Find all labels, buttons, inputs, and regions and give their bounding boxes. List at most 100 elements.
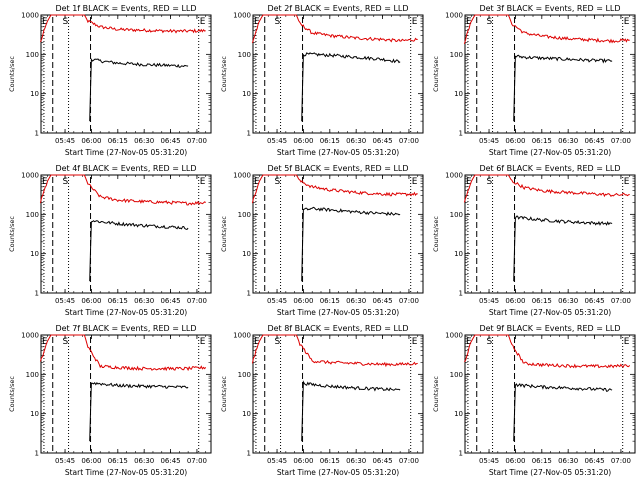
plot-frame: [464, 14, 636, 134]
events-series-line: [301, 206, 401, 282]
x-tick-label: 05:45: [479, 137, 499, 145]
panel-det-2: Det 2f BLACK = Events, RED = LLD Counts/s…: [220, 4, 424, 157]
events-series-line: [89, 58, 189, 122]
y-tick-label: 1000: [21, 12, 39, 20]
marker-S: S: [63, 177, 69, 187]
x-tick-label: 06:15: [532, 297, 552, 305]
x-tick-label: 06:30: [134, 137, 154, 145]
x-tick-label: 06:30: [558, 457, 578, 465]
events-series-line: [513, 383, 613, 442]
panel-det-6: Det 6f BLACK = Events, RED = LLD Counts/s…: [432, 164, 636, 317]
panel-title: Det 9f BLACK = Events, RED = LLD: [479, 324, 620, 333]
y-tick-label: 10: [30, 410, 39, 418]
x-tick-label: 07:00: [187, 137, 207, 145]
x-tick-label: 05:45: [55, 137, 75, 145]
panel-title: Det 5f BLACK = Events, RED = LLD: [267, 164, 408, 173]
y-tick-label: 1000: [233, 172, 251, 180]
y-axis-label: Counts/sec: [8, 216, 16, 252]
marker-E-end: E: [624, 337, 630, 347]
x-tick-label: 06:45: [372, 137, 392, 145]
plot-frame: [40, 14, 212, 134]
x-tick-label: 06:00: [505, 457, 525, 465]
x-tick-label: 06:45: [160, 137, 180, 145]
events-series-line: [513, 215, 613, 282]
marker-E-end: E: [624, 17, 630, 27]
x-axis-label: Start Time (27-Nov-05 05:31:20): [65, 308, 187, 317]
x-tick-label: 06:15: [108, 137, 128, 145]
x-tick-label: 07:00: [399, 457, 419, 465]
x-tick-label: 06:00: [81, 457, 101, 465]
x-tick-label: 06:15: [320, 137, 340, 145]
marker-S: S: [487, 17, 493, 27]
x-tick-label: 05:45: [479, 297, 499, 305]
y-tick-label: 10: [30, 90, 39, 98]
x-tick-label: 06:15: [532, 137, 552, 145]
lld-series-line: [39, 334, 207, 372]
x-axis-label: Start Time (27-Nov-05 05:31:20): [277, 468, 399, 477]
x-tick-label: 07:00: [611, 297, 631, 305]
marker-S: S: [63, 17, 69, 27]
events-series-line: [301, 380, 401, 442]
y-tick-label: 100: [238, 51, 251, 59]
lld-series-line: [463, 334, 631, 369]
marker-E-start: E: [254, 177, 260, 187]
x-tick-label: 05:45: [479, 457, 499, 465]
events-series-line: [513, 54, 613, 122]
marker-E-start: E: [42, 337, 48, 347]
x-tick-label: 07:00: [611, 457, 631, 465]
panel-det-1: Det 1f BLACK = Events, RED = LLD Counts/s…: [8, 4, 212, 157]
y-tick-label: 100: [238, 371, 251, 379]
y-tick-label: 1000: [445, 332, 463, 340]
y-tick-label: 1000: [233, 12, 251, 20]
y-tick-label: 10: [454, 250, 463, 258]
x-tick-label: 06:00: [81, 137, 101, 145]
marker-S: S: [63, 337, 69, 347]
x-tick-label: 06:45: [160, 457, 180, 465]
x-tick-label: 07:00: [399, 137, 419, 145]
x-axis-label: Start Time (27-Nov-05 05:31:20): [489, 308, 611, 317]
x-tick-label: 06:45: [584, 457, 604, 465]
marker-E-start: E: [466, 177, 472, 187]
x-tick-label: 05:45: [55, 297, 75, 305]
x-axis-label: Start Time (27-Nov-05 05:31:20): [65, 148, 187, 157]
x-tick-label: 06:00: [293, 137, 313, 145]
x-tick-label: 07:00: [187, 297, 207, 305]
plot-frame: [40, 334, 212, 454]
x-axis-label: Start Time (27-Nov-05 05:31:20): [489, 148, 611, 157]
plot-frame: [252, 14, 424, 134]
y-tick-label: 1: [247, 450, 251, 458]
x-tick-label: 06:00: [505, 137, 525, 145]
y-axis-label: Counts/sec: [8, 56, 16, 92]
x-tick-label: 06:45: [584, 297, 604, 305]
y-tick-label: 100: [450, 371, 463, 379]
x-tick-label: 07:00: [399, 297, 419, 305]
y-tick-label: 10: [242, 90, 251, 98]
x-tick-label: 06:00: [81, 297, 101, 305]
y-tick-label: 100: [26, 51, 39, 59]
y-tick-label: 10: [242, 250, 251, 258]
marker-E-end: E: [412, 337, 418, 347]
marker-E-start: E: [254, 17, 260, 27]
y-tick-label: 1: [35, 450, 39, 458]
panel-det-8: Det 8f BLACK = Events, RED = LLD Counts/s…: [220, 324, 424, 477]
y-axis-label: Counts/sec: [8, 376, 16, 412]
panel-title: Det 8f BLACK = Events, RED = LLD: [267, 324, 408, 333]
x-tick-label: 06:15: [108, 297, 128, 305]
x-tick-label: 05:45: [267, 297, 287, 305]
lld-series-line: [463, 174, 630, 203]
y-tick-label: 100: [26, 371, 39, 379]
panel-det-7: Det 7f BLACK = Events, RED = LLD Counts/s…: [8, 324, 212, 477]
y-tick-label: 1: [35, 290, 39, 298]
marker-E-end: E: [200, 17, 206, 27]
x-tick-label: 06:45: [372, 297, 392, 305]
y-axis-label: Counts/sec: [432, 56, 440, 92]
panel-title: Det 6f BLACK = Events, RED = LLD: [479, 164, 620, 173]
y-axis-label: Counts/sec: [432, 216, 440, 252]
events-series-line: [89, 381, 189, 442]
plot-frame: [464, 174, 636, 294]
panel-title: Det 7f BLACK = Events, RED = LLD: [55, 324, 196, 333]
lld-series-line: [251, 174, 418, 204]
x-tick-label: 06:00: [293, 457, 313, 465]
y-tick-label: 100: [238, 211, 251, 219]
